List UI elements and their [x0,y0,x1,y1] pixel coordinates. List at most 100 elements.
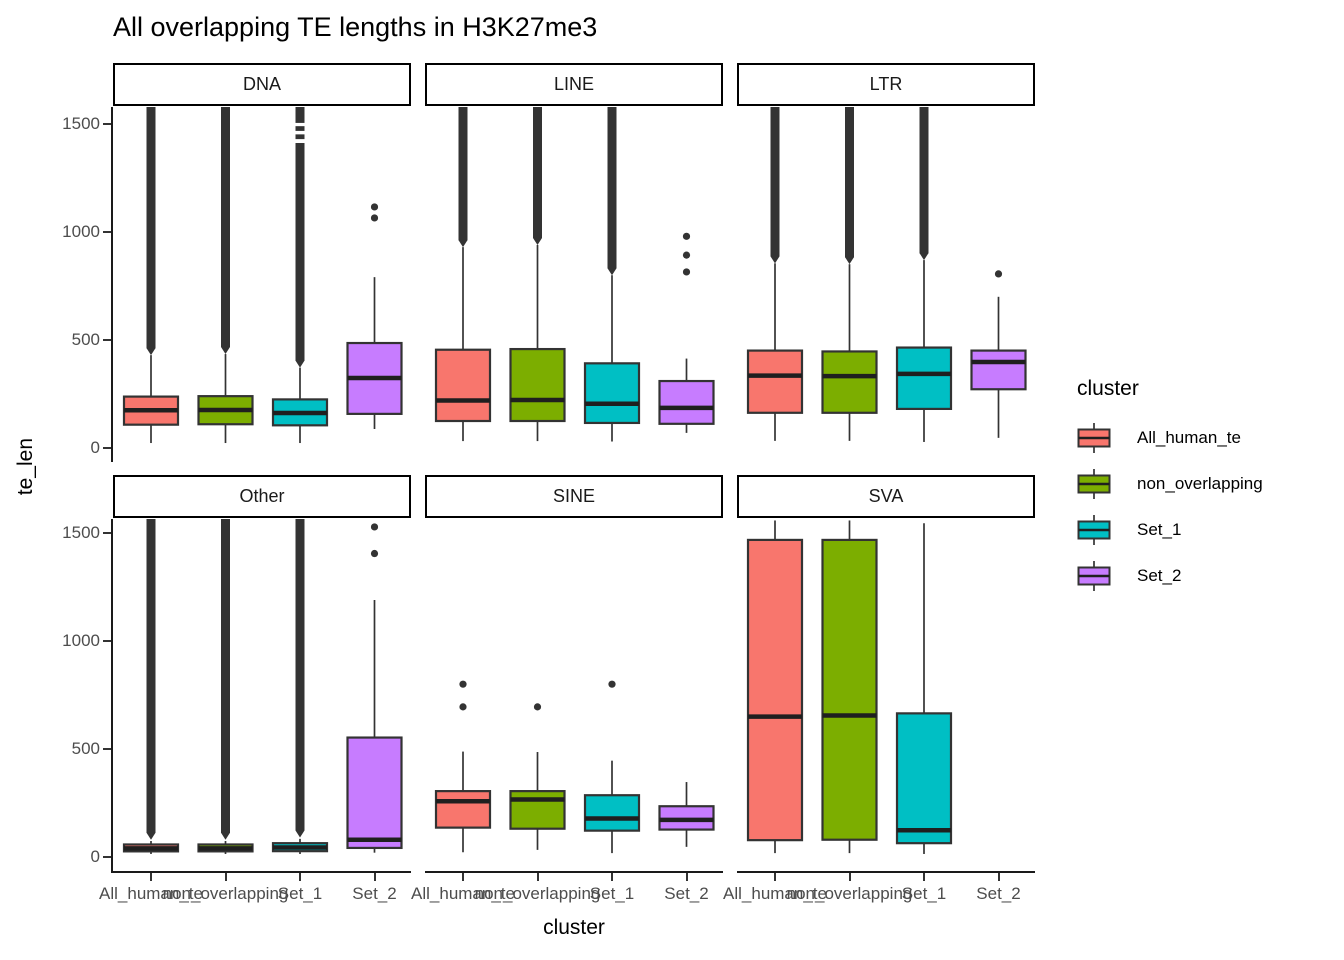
y-tick-label: 1000 [62,222,100,241]
chart-title: All overlapping TE lengths in H3K27me3 [113,12,598,42]
x-axis-line [111,871,411,873]
x-tick-label: non_overlapping [786,884,913,903]
y-tick-mark [103,640,111,642]
box-non_overlapping [509,790,566,830]
legend-key-boxplot-icon [1077,423,1111,453]
x-tick-mark [774,873,776,881]
legend-key-boxplot-icon [1077,515,1111,545]
box-non_overlapping [821,350,878,414]
outlier-stack [533,107,542,245]
x-tick-mark [611,873,613,881]
legend-item-label: All_human_te [1137,428,1241,447]
x-axis-title: cluster [543,916,605,939]
outlier-point [682,268,691,276]
box-Set_2 [658,379,715,425]
outlier-point [682,232,691,240]
y-tick-label: 1000 [62,631,100,650]
x-tick-mark [299,873,301,881]
legend-item-All_human_te: All_human_te [1077,423,1263,453]
outlier-stack [295,519,305,838]
x-tick-mark [462,873,464,881]
x-tick-label: non_overlapping [162,884,289,903]
y-tick-label: 1500 [62,114,100,133]
x-tick-label: non_overlapping [474,884,601,903]
box-All_human_te [434,348,492,423]
y-tick-label: 0 [90,438,100,457]
box-Set_2 [346,736,403,850]
outlier-stack [770,107,780,264]
legend-key-boxplot-icon [1077,561,1111,591]
x-axis-line [737,871,1035,873]
facet-panel-dna [113,107,411,462]
x-tick-label: Set_1 [589,884,635,903]
x-tick-label: Set_1 [901,884,947,903]
y-tick-label: 0 [90,847,100,866]
x-tick-label: All_human_te [723,884,827,903]
box-Set_2 [970,349,1027,391]
x-tick-mark [685,873,688,881]
outlier-stack [919,107,929,261]
facet-panel-ltr [737,107,1035,462]
outlier-point [370,549,379,558]
facet-panel-sine [425,519,723,873]
facet-strip-label: SVA [868,486,904,506]
box-Set_1 [583,362,641,425]
outlier-stack-gap [294,122,306,127]
outlier-point [370,214,379,222]
facet-strip-dna: DNA [113,63,411,106]
facet-panel-line [425,107,723,462]
outlier-point [370,523,379,531]
outlier-point [459,680,467,688]
y-tick-label: 500 [71,330,100,349]
y-tick-mark [103,748,111,750]
facet-strip-label: LINE [553,74,595,94]
y-axis-line [111,519,113,873]
y-tick-label: 1500 [62,523,100,542]
facet-strip-label: DNA [242,74,281,94]
facet-strip-ltr: LTR [737,63,1035,106]
outlier-point [682,251,691,259]
y-tick-mark [103,231,111,233]
outlier-stack [221,519,230,840]
legend-items: All_human_te non_overlapping Set_1 Set_2 [1077,423,1263,591]
box-non_overlapping [821,538,878,841]
outlier-stack-gap [294,139,306,144]
x-tick-mark [373,873,376,881]
legend-item-Set_2: Set_2 [1077,561,1263,591]
facet-strip-label: Other [239,486,285,506]
legend-title: cluster [1077,377,1139,400]
x-tick-mark [536,873,539,881]
legend-key-boxplot-icon [1077,469,1111,499]
x-tick-label: All_human_te [99,884,203,903]
outlier-stack [607,107,617,276]
x-axis-line [425,871,723,873]
box-Set_1 [583,794,641,832]
outlier-point [370,203,379,211]
x-tick-mark [923,873,925,881]
y-tick-mark [103,856,111,858]
facet-strip-label: SINE [552,486,595,506]
outlier-stack [146,107,156,356]
y-axis-line [111,107,113,462]
x-tick-mark [150,873,152,881]
outlier-stack [458,107,468,248]
y-axis-title: te_len [14,438,37,496]
y-tick-mark [103,532,111,534]
facet-strip-sva: SVA [737,475,1035,518]
facet-strip-line: LINE [425,63,723,106]
box-Set_1 [895,712,953,845]
x-tick-label: Set_2 [664,884,709,903]
x-tick-label: Set_2 [352,884,397,903]
outlier-stack [295,107,305,368]
box-All_human_te [746,538,804,842]
legend-item-label: Set_2 [1137,566,1182,585]
box-All_human_te [746,349,804,414]
outlier-point [459,703,467,711]
outlier-stack-gap [294,130,306,135]
outlier-stack [146,519,156,840]
outlier-stack [845,107,854,265]
x-tick-mark [997,873,1000,881]
facet-panel-other [113,519,411,873]
outlier-point [608,680,616,688]
